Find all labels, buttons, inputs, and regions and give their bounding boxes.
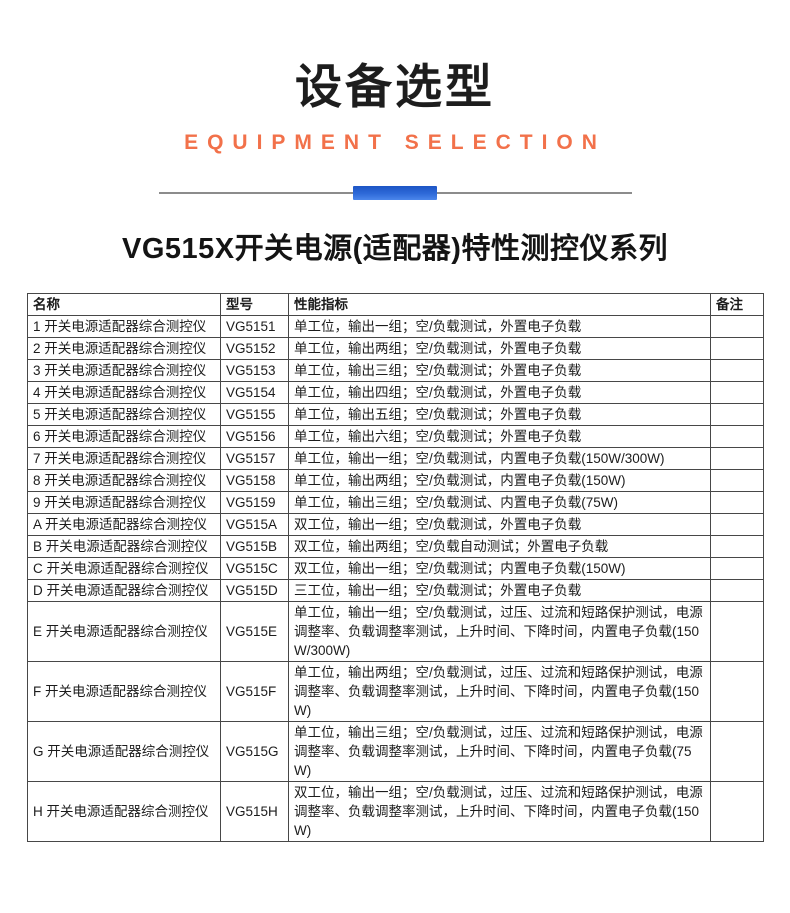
product-name-cell: F 开关电源适配器综合测控仪 xyxy=(27,661,221,723)
table-row: 4 开关电源适配器综合测控仪 VG5154 单工位，输出四组；空/负载测试，外置… xyxy=(27,381,764,405)
product-spec-cell: 双工位，输出一组；空/负载测试；内置电子负载(150W) xyxy=(288,557,711,581)
product-name-cell: E 开关电源适配器综合测控仪 xyxy=(27,601,221,663)
product-spec-cell: 单工位，输出三组；空/负载测试；外置电子负载 xyxy=(288,359,711,383)
product-note-cell xyxy=(710,491,764,515)
product-name-cell: 1 开关电源适配器综合测控仪 xyxy=(27,315,221,339)
product-name-cell: 5 开关电源适配器综合测控仪 xyxy=(27,403,221,427)
product-name-cell: 4 开关电源适配器综合测控仪 xyxy=(27,381,221,405)
table-header-row: 名称 型号 性能指标 备注 xyxy=(27,293,764,317)
table-row: 6 开关电源适配器综合测控仪 VG5156 单工位，输出六组；空/负载测试；外置… xyxy=(27,425,764,449)
product-name-cell: 2 开关电源适配器综合测控仪 xyxy=(27,337,221,361)
product-spec-cell: 双工位，输出一组；空/负载测试，外置电子负载 xyxy=(288,513,711,537)
product-spec-cell: 单工位，输出六组；空/负载测试；外置电子负载 xyxy=(288,425,711,449)
product-name-cell: C 开关电源适配器综合测控仪 xyxy=(27,557,221,581)
product-note-cell xyxy=(710,403,764,427)
product-name-cell: H 开关电源适配器综合测控仪 xyxy=(27,781,221,843)
product-note-cell xyxy=(710,447,764,471)
product-spec-cell: 单工位，输出四组；空/负载测试，外置电子负载 xyxy=(288,381,711,405)
product-spec-cell: 单工位，输出一组；空/负载测试，内置电子负载(150W/300W) xyxy=(288,447,711,471)
product-model-cell: VG5155 xyxy=(220,403,289,427)
table-row: F 开关电源适配器综合测控仪 VG515F 单工位，输出两组；空/负载测试，过压… xyxy=(27,661,764,723)
product-model-cell: VG5158 xyxy=(220,469,289,493)
product-model-cell: VG515D xyxy=(220,579,289,603)
product-note-cell xyxy=(710,513,764,537)
product-note-cell xyxy=(710,425,764,449)
product-model-cell: VG515B xyxy=(220,535,289,559)
product-spec-cell: 双工位，输出两组；空/负载自动测试；外置电子负载 xyxy=(288,535,711,559)
product-spec-cell: 双工位，输出一组；空/负载测试，过压、过流和短路保护测试，电源调整率、负载调整率… xyxy=(288,781,711,843)
product-note-cell xyxy=(710,315,764,339)
table-body: 1 开关电源适配器综合测控仪 VG5151 单工位，输出一组；空/负载测试，外置… xyxy=(27,315,764,843)
product-model-cell: VG5159 xyxy=(220,491,289,515)
product-note-cell xyxy=(710,661,764,723)
product-name-cell: D 开关电源适配器综合测控仪 xyxy=(27,579,221,603)
product-model-cell: VG515A xyxy=(220,513,289,537)
table-row: 9 开关电源适配器综合测控仪 VG5159 单工位，输出三组；空/负载测试、内置… xyxy=(27,491,764,515)
table-row: 3 开关电源适配器综合测控仪 VG5153 单工位，输出三组；空/负载测试；外置… xyxy=(27,359,764,383)
product-spec-cell: 单工位，输出五组；空/负载测试；外置电子负载 xyxy=(288,403,711,427)
product-name-cell: 8 开关电源适配器综合测控仪 xyxy=(27,469,221,493)
product-name-cell: A 开关电源适配器综合测控仪 xyxy=(27,513,221,537)
product-note-cell xyxy=(710,535,764,559)
product-spec-cell: 单工位，输出两组；空/负载测试，过压、过流和短路保护测试，电源调整率、负载调整率… xyxy=(288,661,711,723)
product-model-cell: VG515H xyxy=(220,781,289,843)
table-row: 7 开关电源适配器综合测控仪 VG5157 单工位，输出一组；空/负载测试，内置… xyxy=(27,447,764,471)
product-note-cell xyxy=(710,337,764,361)
product-model-cell: VG5152 xyxy=(220,337,289,361)
table-row: 8 开关电源适配器综合测控仪 VG5158 单工位，输出两组；空/负载测试，内置… xyxy=(27,469,764,493)
product-model-cell: VG5157 xyxy=(220,447,289,471)
table-row: A 开关电源适配器综合测控仪 VG515A 双工位，输出一组；空/负载测试，外置… xyxy=(27,513,764,537)
product-name-cell: 7 开关电源适配器综合测控仪 xyxy=(27,447,221,471)
product-spec-cell: 单工位，输出一组；空/负载测试，外置电子负载 xyxy=(288,315,711,339)
product-model-cell: VG515G xyxy=(220,721,289,783)
product-model-cell: VG5156 xyxy=(220,425,289,449)
table-row: D 开关电源适配器综合测控仪 VG515D 三工位，输出一组；空/负载测试；外置… xyxy=(27,579,764,603)
product-note-cell xyxy=(710,469,764,493)
table-row: 1 开关电源适配器综合测控仪 VG5151 单工位，输出一组；空/负载测试，外置… xyxy=(27,315,764,339)
product-model-cell: VG5151 xyxy=(220,315,289,339)
product-spec-cell: 单工位，输出三组；空/负载测试，过压、过流和短路保护测试，电源调整率、负载调整率… xyxy=(288,721,711,783)
table-row: 2 开关电源适配器综合测控仪 VG5152 单工位，输出两组；空/负载测试，外置… xyxy=(27,337,764,361)
table-header: 名称 型号 性能指标 备注 xyxy=(27,293,764,317)
product-model-cell: VG515F xyxy=(220,661,289,723)
product-model-cell: VG515C xyxy=(220,557,289,581)
series-title: VG515X开关电源(适配器)特性测控仪系列 xyxy=(122,233,668,266)
product-name-cell: G 开关电源适配器综合测控仪 xyxy=(27,721,221,783)
product-name-cell: 6 开关电源适配器综合测控仪 xyxy=(27,425,221,449)
product-note-cell xyxy=(710,601,764,663)
column-header-spec: 性能指标 xyxy=(288,293,711,317)
product-model-cell: VG5154 xyxy=(220,381,289,405)
table-row: C 开关电源适配器综合测控仪 VG515C 双工位，输出一组；空/负载测试；内置… xyxy=(27,557,764,581)
product-note-cell xyxy=(710,781,764,843)
table-row: H 开关电源适配器综合测控仪 VG515H 双工位，输出一组；空/负载测试，过压… xyxy=(27,781,764,843)
product-model-cell: VG5153 xyxy=(220,359,289,383)
product-name-cell: 9 开关电源适配器综合测控仪 xyxy=(27,491,221,515)
page-subtitle: EQUIPMENT SELECTION xyxy=(184,131,606,155)
table-row: 5 开关电源适配器综合测控仪 VG5155 单工位，输出五组；空/负载测试；外置… xyxy=(27,403,764,427)
product-model-cell: VG515E xyxy=(220,601,289,663)
divider-accent-bar xyxy=(353,186,437,201)
column-header-name: 名称 xyxy=(27,293,221,317)
product-spec-cell: 单工位，输出两组；空/负载测试，外置电子负载 xyxy=(288,337,711,361)
product-spec-cell: 单工位，输出两组；空/负载测试，内置电子负载(150W) xyxy=(288,469,711,493)
table-row: B 开关电源适配器综合测控仪 VG515B 双工位，输出两组；空/负载自动测试；… xyxy=(27,535,764,559)
product-spec-cell: 三工位，输出一组；空/负载测试；外置电子负载 xyxy=(288,579,711,603)
page-header: 设备选型 EQUIPMENT SELECTION xyxy=(0,60,790,201)
product-spec-cell: 单工位，输出一组；空/负载测试，过压、过流和短路保护测试，电源调整率、负载调整率… xyxy=(288,601,711,663)
product-note-cell xyxy=(710,579,764,603)
page-title: 设备选型 xyxy=(295,60,495,113)
product-note-cell xyxy=(710,381,764,405)
product-note-cell xyxy=(710,557,764,581)
product-note-cell xyxy=(710,359,764,383)
product-table: 名称 型号 性能指标 备注 1 开关电源适配器综合测控仪 VG5151 单工位，… xyxy=(27,293,764,843)
divider xyxy=(158,186,632,201)
product-spec-cell: 单工位，输出三组；空/负载测试、内置电子负载(75W) xyxy=(288,491,711,515)
column-header-model: 型号 xyxy=(220,293,289,317)
column-header-note: 备注 xyxy=(710,293,764,317)
table-row: E 开关电源适配器综合测控仪 VG515E 单工位，输出一组；空/负载测试，过压… xyxy=(27,601,764,663)
table-row: G 开关电源适配器综合测控仪 VG515G 单工位，输出三组；空/负载测试，过压… xyxy=(27,721,764,783)
product-note-cell xyxy=(710,721,764,783)
product-name-cell: B 开关电源适配器综合测控仪 xyxy=(27,535,221,559)
product-name-cell: 3 开关电源适配器综合测控仪 xyxy=(27,359,221,383)
